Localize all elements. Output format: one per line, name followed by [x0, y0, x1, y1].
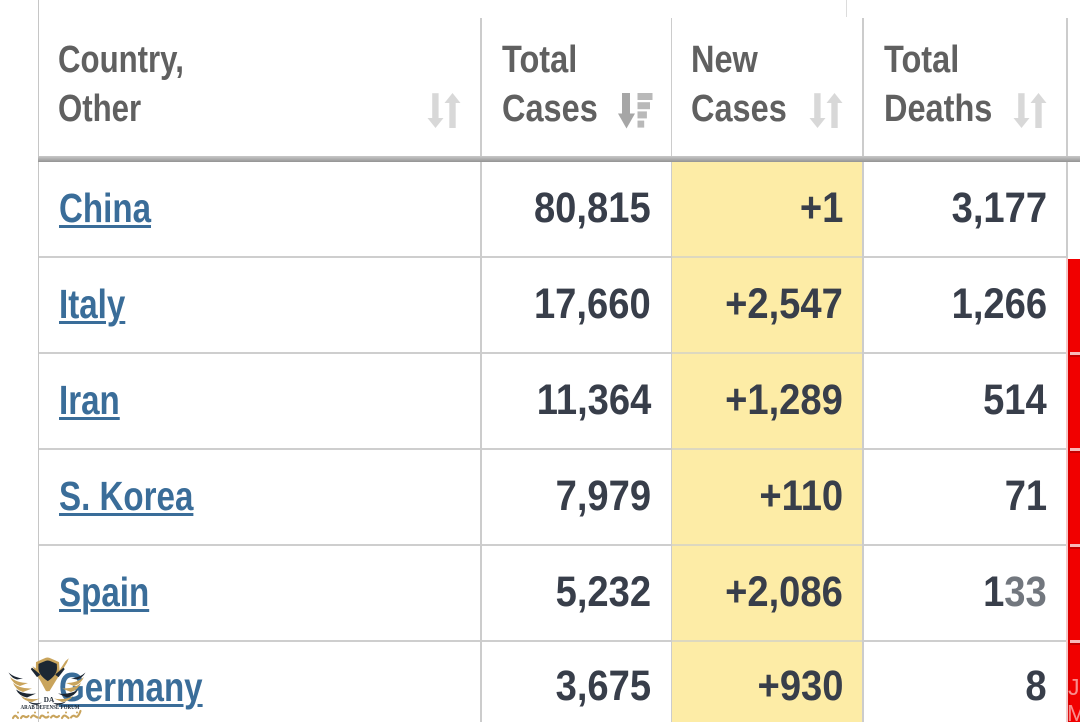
svg-text:ARAB DEFENSE FORUM: ARAB DEFENSE FORUM	[21, 704, 81, 711]
svg-text:DA: DA	[44, 696, 55, 704]
